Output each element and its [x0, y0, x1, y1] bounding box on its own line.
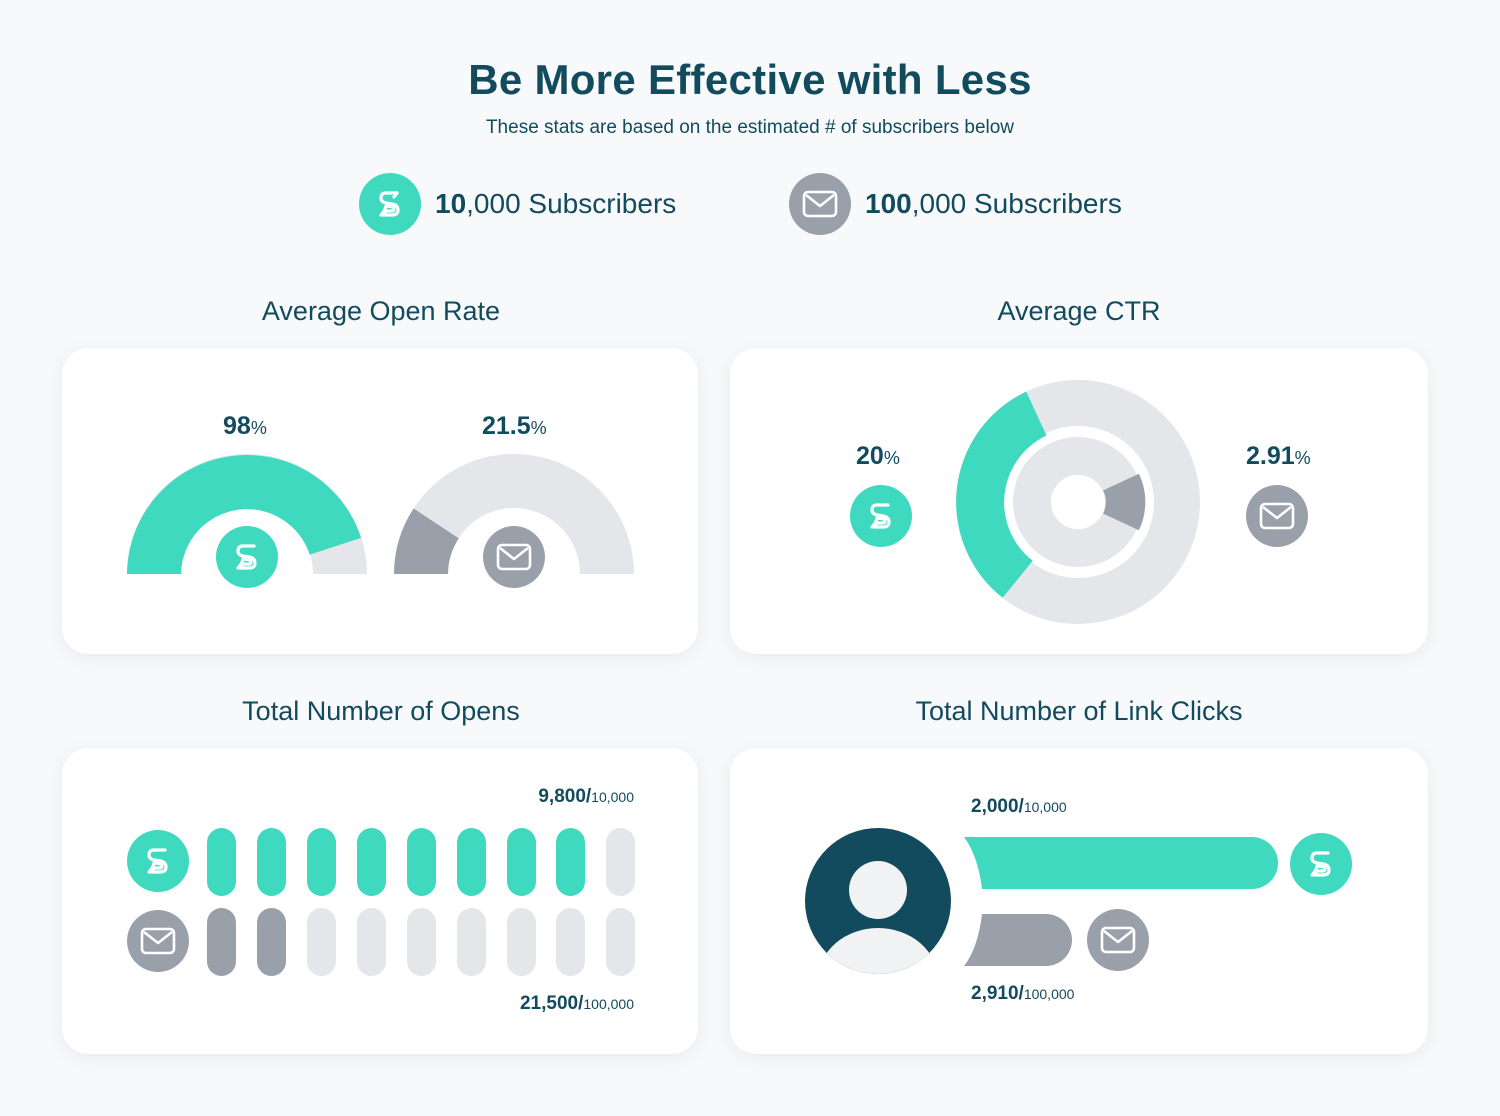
competitor-unit-empty [507, 908, 536, 976]
open-rate-title: Average Open Rate [261, 296, 501, 326]
brand-unit-filled [307, 828, 336, 896]
brand-s-icon [127, 830, 189, 892]
brand-ctr-value: 20% [856, 442, 900, 470]
opens-title: Total Number of Opens [242, 696, 520, 726]
legend-brand-label: 10,000 Subscribers [435, 188, 677, 219]
brand-unit-filled [407, 828, 436, 896]
brand-unit-empty [606, 828, 635, 896]
competitor-unit-filled [207, 908, 236, 976]
clicks-title: Total Number of Link Clicks [915, 696, 1243, 726]
competitor-unit-empty [357, 908, 386, 976]
brand-s-icon [1290, 833, 1352, 895]
brand-unit-filled [556, 828, 585, 896]
brand-opens-value: 9,800/10,000 [538, 786, 634, 807]
ctr-title: Average CTR [997, 296, 1161, 326]
competitor-unit-empty [457, 908, 486, 976]
competitor-open-rate-value: 21.5% [482, 412, 547, 440]
envelope-icon [789, 173, 851, 235]
brand-unit-filled [507, 828, 536, 896]
brand-s-icon [216, 526, 278, 588]
competitor-unit-empty [606, 908, 635, 976]
brand-unit-filled [257, 828, 286, 896]
legend-brand: 10,000 Subscribers [359, 173, 676, 235]
competitor-unit-empty [556, 908, 585, 976]
legend-competitor-label: 100,000 Subscribers [865, 188, 1122, 219]
competitor-unit-empty [407, 908, 436, 976]
clicks-bars [805, 828, 1278, 974]
competitor-clicks-value: 2,910/100,000 [971, 983, 1075, 1004]
envelope-icon [1246, 485, 1308, 547]
legend-competitor: 100,000 Subscribers [789, 173, 1122, 235]
envelope-icon [1087, 909, 1149, 971]
open-rate-card: 98% 21.5% [62, 348, 698, 654]
open-rate-gauges [127, 454, 634, 574]
competitor-unit-filled [257, 908, 286, 976]
opens-card: 9,800/10,000 21,500/100,000 [62, 748, 698, 1054]
page-subtitle: These stats are based on the estimated #… [485, 117, 1015, 138]
clicks-card: 2,000/10,000 2,910/100,000 [730, 748, 1428, 1054]
competitor-ctr-value: 2.91% [1246, 442, 1311, 470]
brand-clicks-value: 2,000/10,000 [971, 796, 1067, 817]
brand-s-icon [850, 485, 912, 547]
ctr-donut [956, 380, 1200, 624]
brand-unit-filled [357, 828, 386, 896]
brand-s-icon [359, 173, 421, 235]
brand-open-rate-value: 98% [223, 412, 267, 440]
brand-unit-filled [457, 828, 486, 896]
ctr-card: 20% 2.91% [730, 348, 1428, 654]
envelope-icon [127, 910, 189, 972]
envelope-icon [483, 526, 545, 588]
competitor-opens-value: 21,500/100,000 [519, 993, 634, 1014]
page-title: Be More Effective with Less [468, 56, 1032, 103]
brand-unit-filled [207, 828, 236, 896]
competitor-unit-empty [307, 908, 336, 976]
